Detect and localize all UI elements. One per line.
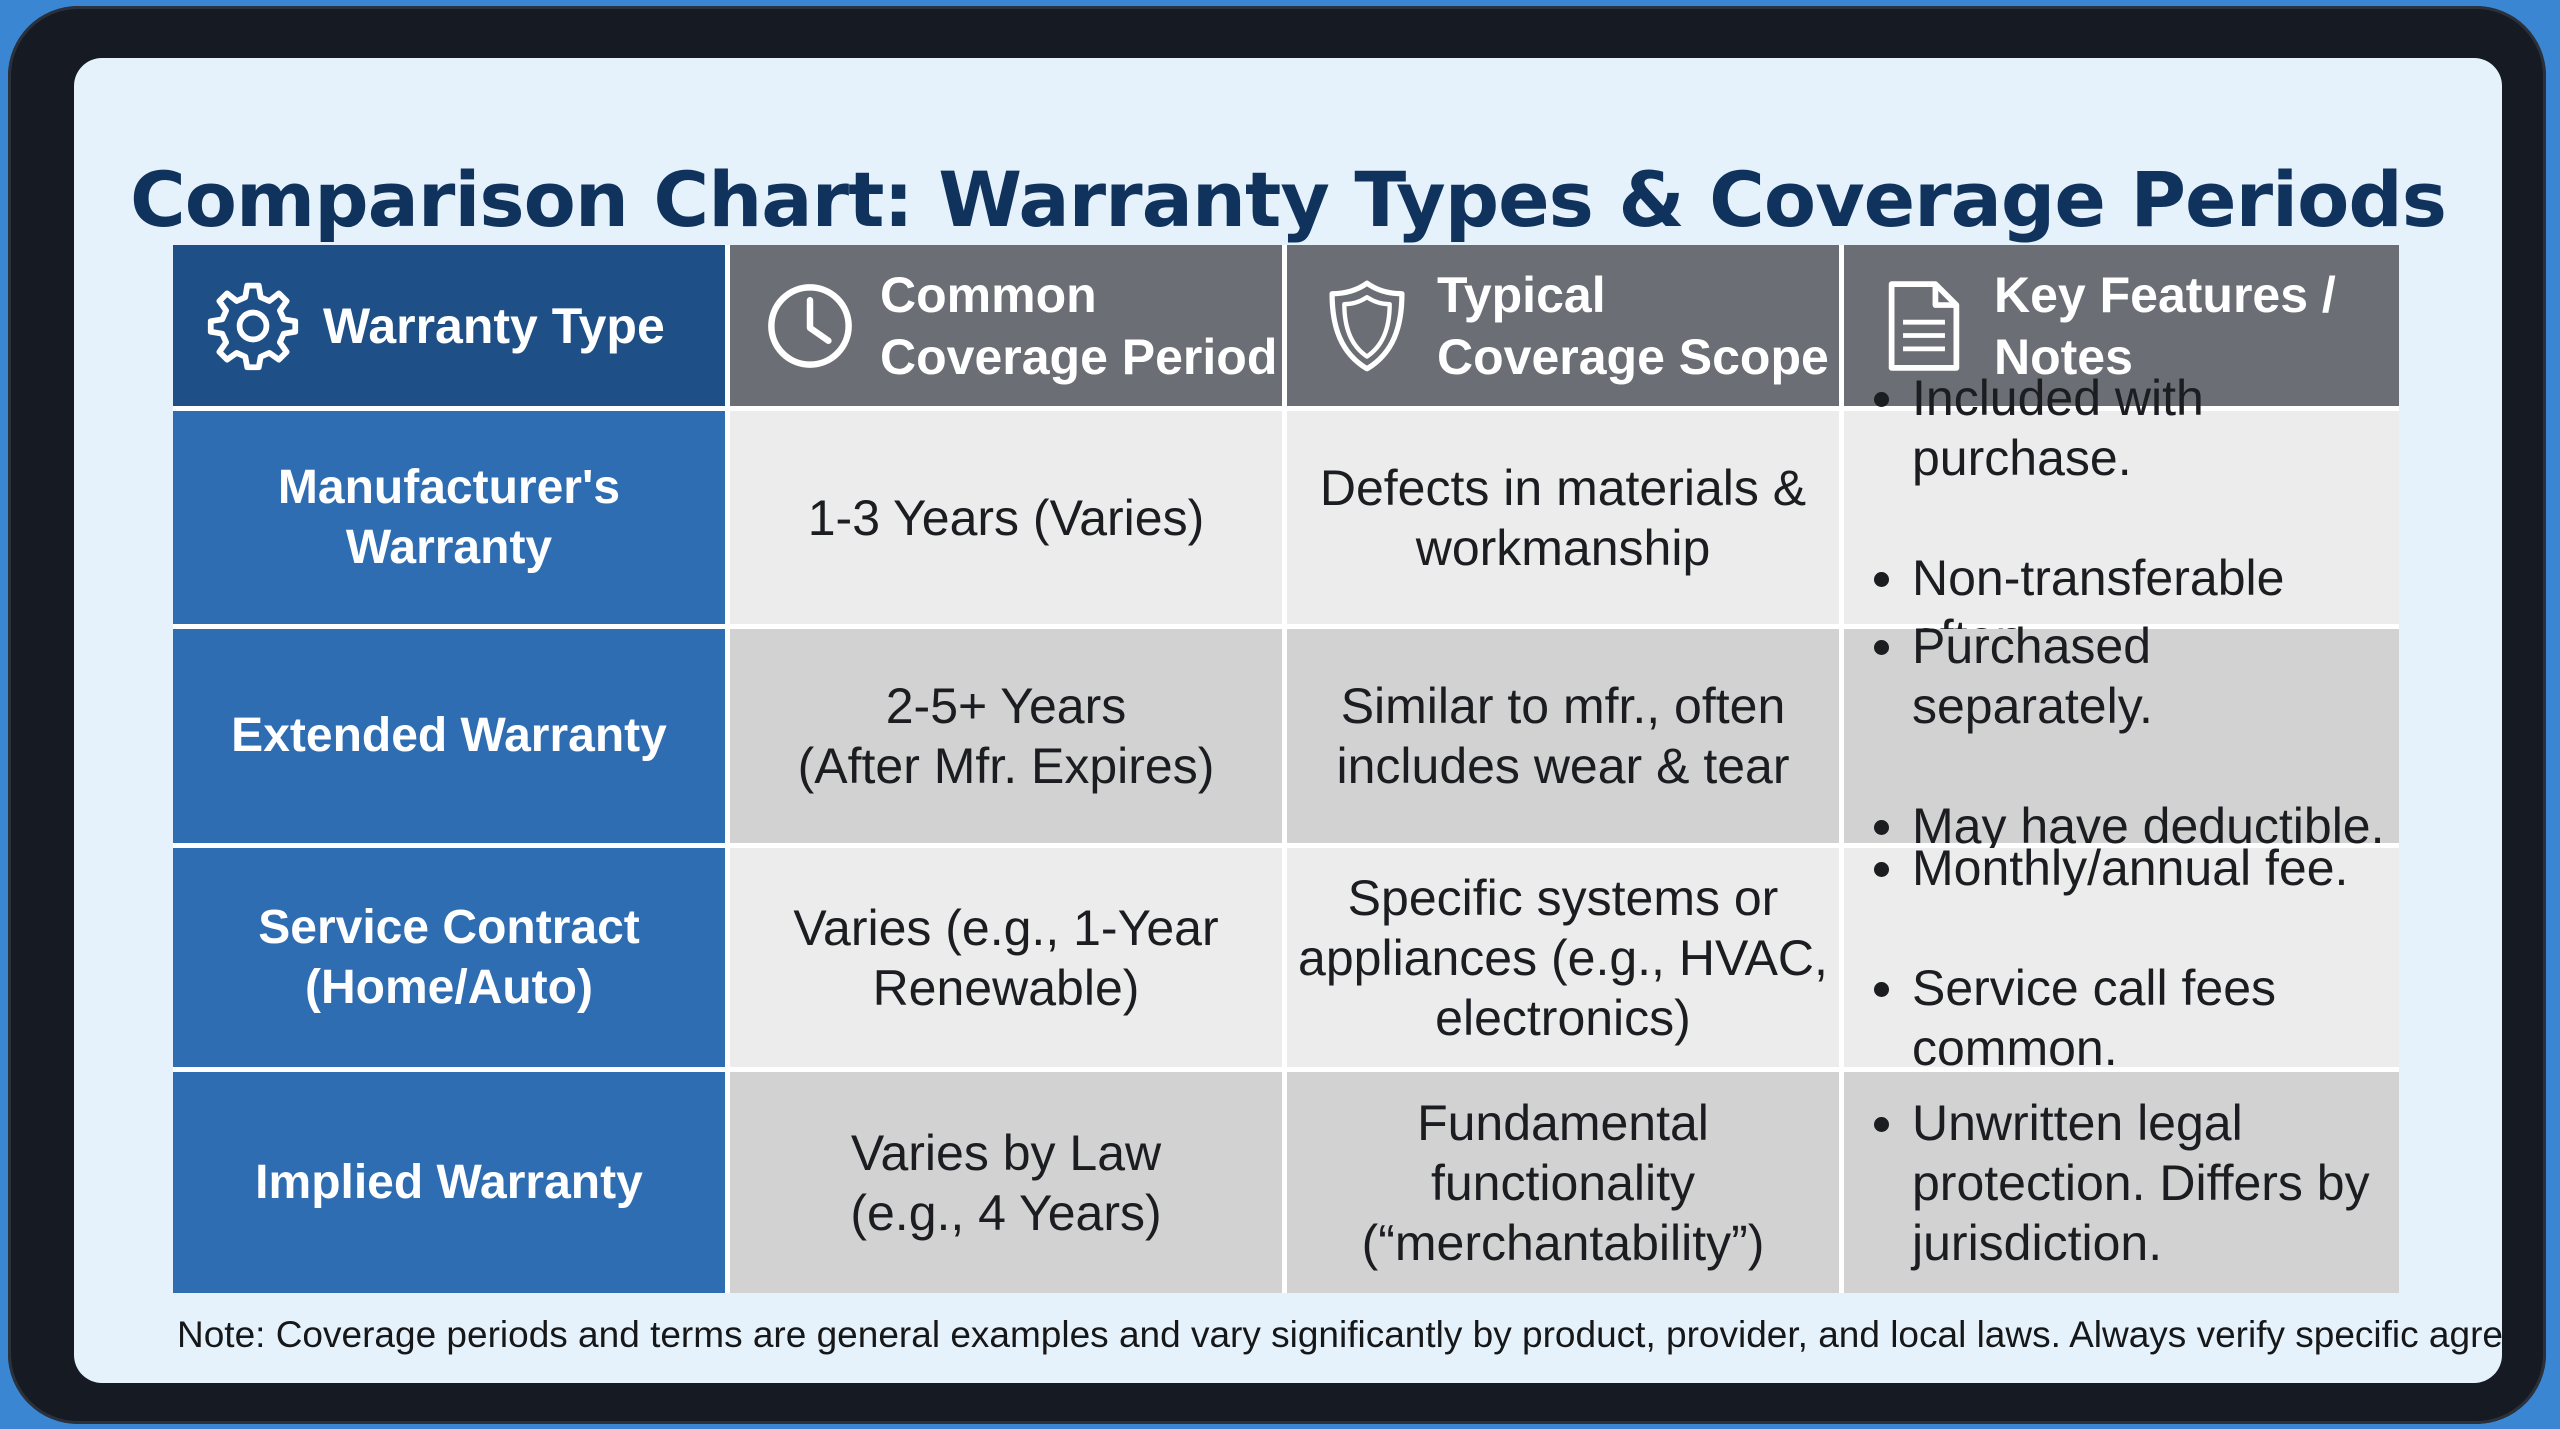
header-key-features: Key Features / Notes <box>1844 245 2399 406</box>
header-label: Typical Coverage Scope <box>1437 266 1829 385</box>
row-key-features: Unwritten legal protection. Differs by j… <box>1844 1072 2399 1293</box>
list-item: Service call fees common. <box>1870 958 2348 1078</box>
list-item: May have deductible. <box>1870 796 2399 856</box>
header-warranty-type: Warranty Type <box>173 245 725 406</box>
header-coverage-period: Common Coverage Period <box>730 245 1282 406</box>
row-coverage-scope: Specific systems or appliances (e.g., HV… <box>1287 848 1839 1067</box>
row-coverage-scope: Defects in materials & workmanship <box>1287 411 1839 624</box>
list-item: Unwritten legal protection. Differs by j… <box>1870 1093 2370 1273</box>
gear-icon <box>203 276 303 376</box>
document-icon <box>1874 276 1974 376</box>
clock-icon <box>760 276 860 376</box>
notes-list: Monthly/annual fee. Service call fees co… <box>1870 778 2348 1138</box>
row-warranty-type: Extended Warranty <box>173 629 725 843</box>
row-coverage-period: 2-5+ Years (After Mfr. Expires) <box>730 629 1282 843</box>
footnote: Note: Coverage periods and terms are gen… <box>177 1314 2502 1355</box>
row-warranty-type: Implied Warranty <box>173 1072 725 1293</box>
list-item: Included with purchase. <box>1870 368 2399 488</box>
notes-list: Unwritten legal protection. Differs by j… <box>1870 1033 2370 1333</box>
row-coverage-scope: Similar to mfr., often includes wear & t… <box>1287 629 1839 843</box>
row-coverage-period: Varies by Law (e.g., 4 Years) <box>730 1072 1282 1293</box>
screen: Comparison Chart: Warranty Types & Cover… <box>74 58 2502 1383</box>
list-item: Monthly/annual fee. <box>1870 838 2348 898</box>
notes-list: Purchased separately. May have deductibl… <box>1870 556 2399 916</box>
row-coverage-period: Varies (e.g., 1-Year Renewable) <box>730 848 1282 1067</box>
row-coverage-period: 1-3 Years (Varies) <box>730 411 1282 624</box>
header-label: Warranty Type <box>323 297 665 354</box>
row-key-features: Purchased separately. May have deductibl… <box>1844 618 2399 854</box>
header-coverage-scope: Typical Coverage Scope <box>1287 245 1839 406</box>
page-title: Comparison Chart: Warranty Types & Cover… <box>130 155 2447 244</box>
comparison-table: Warranty Type Common Coverage Period <box>173 245 2399 1293</box>
tablet-frame: Comparison Chart: Warranty Types & Cover… <box>8 6 2546 1424</box>
row-coverage-scope: Fundamental functionality (“merchantabil… <box>1287 1072 1839 1293</box>
row-warranty-type: Service Contract (Home/Auto) <box>173 848 725 1067</box>
row-warranty-type: Manufacturer's Warranty <box>173 411 725 624</box>
row-key-features: Monthly/annual fee. Service call fees co… <box>1844 840 2399 1076</box>
header-label: Common Coverage Period <box>880 266 1278 385</box>
header-label: Key Features / Notes <box>1994 266 2336 385</box>
list-item: Purchased separately. <box>1870 616 2399 736</box>
shield-icon <box>1317 276 1417 376</box>
